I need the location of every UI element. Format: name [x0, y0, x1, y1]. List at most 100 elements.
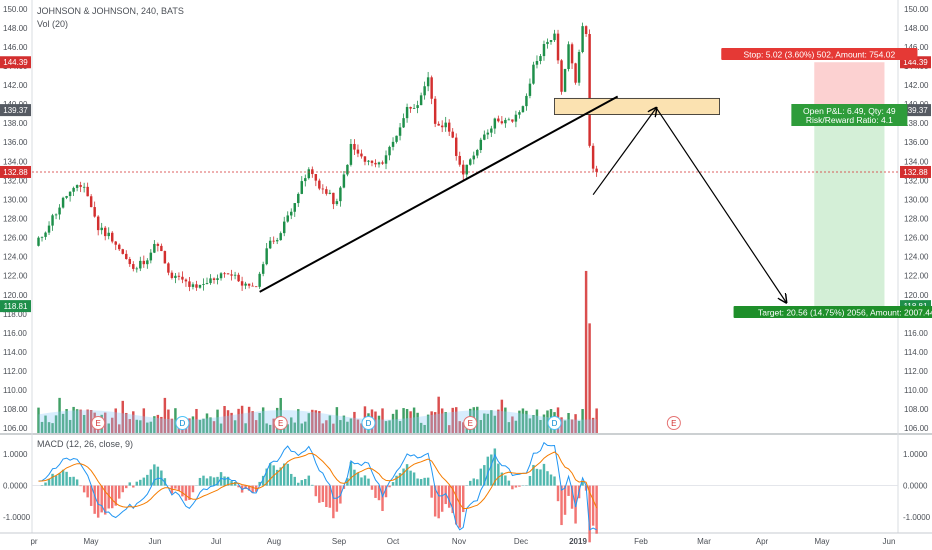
macd-histogram-bar [233, 481, 237, 486]
candle-body [307, 169, 311, 179]
macd-histogram-bar [388, 485, 391, 488]
macd-histogram-bar [125, 485, 128, 489]
x-tick-label: 2019 [569, 537, 587, 546]
volume-bar [342, 415, 346, 433]
volume-label: Vol (20) [37, 19, 68, 29]
macd-histogram-bar [353, 469, 356, 486]
candle-body [440, 125, 444, 128]
volume-bar [244, 423, 247, 433]
volume-bar [170, 418, 174, 433]
candle-body [65, 196, 68, 198]
volume-bar [311, 409, 314, 433]
macd-histogram-bar [184, 485, 188, 501]
chart-title: JOHNSON & JOHNSON, 240, BATS [37, 6, 184, 16]
volume-bar [37, 407, 40, 433]
volume-bar [458, 421, 461, 433]
volume-bar [595, 408, 598, 433]
macd-histogram-bar [275, 469, 279, 486]
macd-histogram-bar [476, 479, 479, 486]
candle-body [118, 244, 121, 250]
volume-bar [430, 411, 433, 433]
candle-body [367, 160, 370, 162]
macd-histogram-bar [469, 480, 472, 486]
price-tick-label-left: 112.00 [3, 367, 27, 376]
macd-histogram-bar [391, 482, 395, 486]
risk-reward-label: Risk/Reward Ratio: 4.1 [806, 115, 893, 125]
candle-body [567, 44, 570, 69]
macd-histogram-bar [440, 485, 444, 512]
candle-body [121, 249, 124, 254]
candle-body [40, 236, 44, 238]
macd-histogram-bar [507, 480, 511, 486]
candle-body [44, 232, 47, 237]
candle-body [226, 273, 230, 275]
open-pnl-box [791, 104, 908, 126]
price-label-text: 132.88 [903, 168, 928, 177]
price-label-box [0, 56, 31, 69]
candle-body [153, 243, 156, 253]
volume-bar [454, 407, 458, 433]
candle-body [514, 114, 518, 122]
volume-bar [82, 414, 86, 433]
candle-body [202, 284, 205, 285]
volume-bar [402, 408, 405, 433]
macd-histogram-bar [181, 485, 184, 497]
candle-body [465, 164, 468, 175]
candle-body [103, 227, 107, 237]
price-label-text: 139.37 [3, 106, 28, 115]
volume-bar [384, 421, 388, 433]
candle-body [346, 164, 349, 175]
volume-bar [377, 415, 381, 433]
macd-histogram-bar [118, 485, 121, 499]
candle-body [51, 215, 54, 226]
price-tick-label-right: 116.00 [904, 329, 928, 338]
price-label-text: 132.88 [3, 168, 28, 177]
candle-body [177, 275, 181, 277]
candle-body [462, 164, 465, 175]
macd-histogram-bar [447, 485, 451, 508]
volume-bar [416, 412, 419, 433]
candle-body [574, 63, 577, 83]
volume-bar [125, 412, 128, 433]
candle-body [167, 263, 170, 273]
macd-histogram-bar [581, 480, 584, 486]
price-tick-label-right: 122.00 [904, 272, 929, 281]
volume-bar [261, 407, 265, 433]
x-tick-label: Aug [267, 537, 281, 546]
volume-bar [577, 420, 581, 433]
volume-bar [272, 418, 275, 433]
macd-histogram-bar [205, 478, 209, 486]
volume-bar [486, 413, 490, 433]
volume-bar [483, 413, 486, 433]
candle-body [286, 215, 289, 222]
macd-histogram-bar [58, 473, 61, 486]
volume-bar [118, 424, 121, 433]
target-label-box [733, 306, 932, 318]
volume-bar [195, 408, 198, 433]
volume-bar [447, 425, 451, 433]
candle-body [247, 283, 251, 286]
macd-histogram-bar [265, 468, 268, 486]
candle-body [174, 275, 177, 278]
price-tick-label-left: 116.00 [3, 329, 27, 338]
candle-body [570, 44, 574, 64]
volume-bar [437, 396, 440, 433]
volume-bar [314, 410, 318, 433]
target-label: Target: 20.56 (14.75%) 2056, Amount: 200… [758, 308, 932, 318]
macd-histogram-bar [363, 475, 367, 486]
macd-histogram-bar [139, 479, 142, 486]
macd-histogram-bar [528, 476, 532, 486]
volume-bar [300, 423, 304, 433]
candle-body [479, 139, 483, 151]
price-tick-label-left: 120.00 [3, 291, 28, 300]
price-tick-label-right: 134.00 [904, 157, 929, 166]
volume-bar [381, 408, 384, 433]
price-label-box [900, 165, 931, 178]
price-tick-label-left: 134.00 [3, 157, 28, 166]
price-label-box [0, 104, 31, 117]
candle-body [254, 286, 258, 288]
volume-bar [539, 419, 542, 433]
macd-histogram-bar [532, 464, 535, 486]
